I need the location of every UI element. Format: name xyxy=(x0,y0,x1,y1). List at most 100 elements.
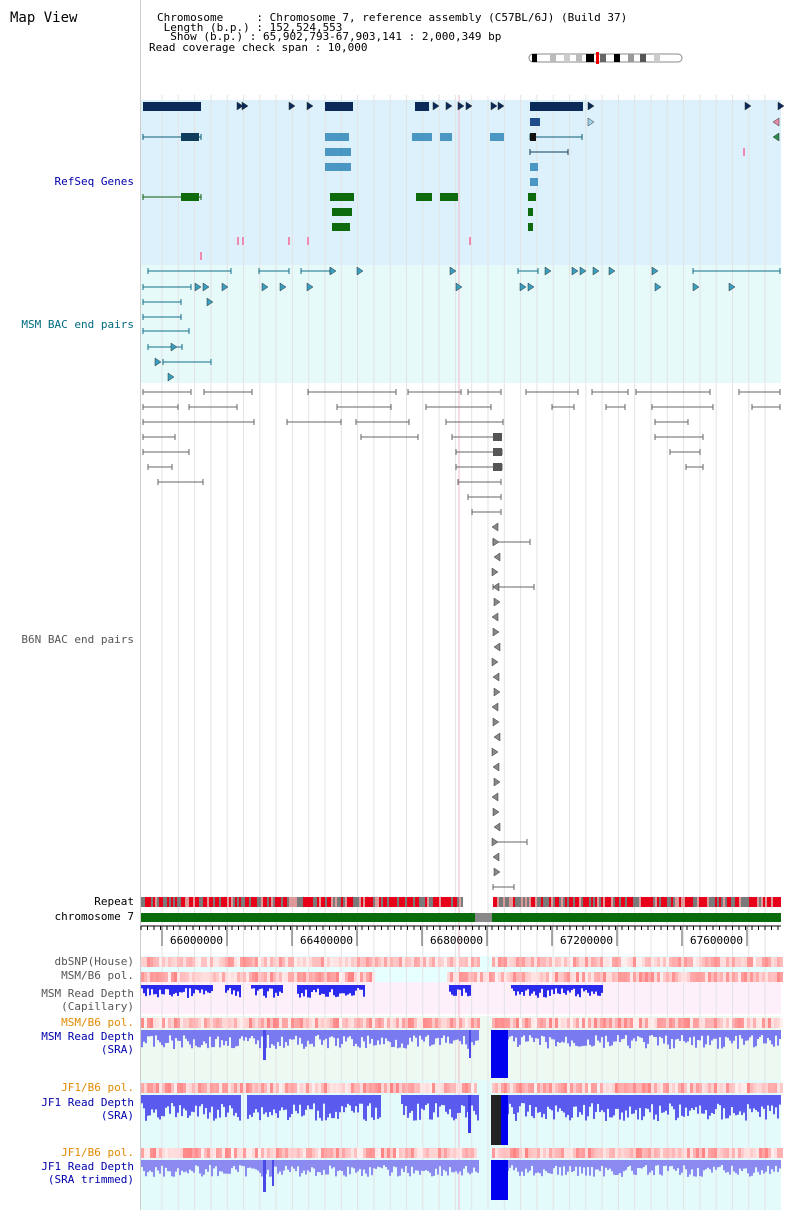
polymorphism-cell xyxy=(471,1148,474,1158)
jf1-depth-sra-label-2[interactable]: (SRA) xyxy=(100,1109,134,1122)
read-depth-bar xyxy=(591,985,593,992)
polymorphism-cell xyxy=(210,1148,213,1158)
polymorphism-cell xyxy=(651,957,654,967)
jf1-depth-sra-label-1[interactable]: JF1 Read Depth xyxy=(41,1096,134,1109)
polymorphism-cell xyxy=(732,1148,735,1158)
read-depth-bar xyxy=(163,1030,165,1048)
polymorphism-cell xyxy=(726,1148,729,1158)
read-depth-bar xyxy=(569,1095,571,1121)
read-depth-bar xyxy=(613,1095,615,1116)
read-depth-bar xyxy=(587,1095,589,1117)
read-depth-bar xyxy=(351,1095,353,1111)
polymorphism-cell xyxy=(348,1018,351,1028)
read-depth-bar xyxy=(383,1160,385,1166)
read-depth-bar xyxy=(589,1095,591,1107)
polymorphism-cell xyxy=(711,972,714,982)
read-depth-bar xyxy=(461,985,463,996)
repeat-track-label[interactable]: Repeat xyxy=(94,895,134,908)
read-depth-bar xyxy=(459,1160,461,1172)
read-depth-bar xyxy=(763,1160,765,1174)
polymorphism-cell xyxy=(597,957,600,967)
polymorphism-cell xyxy=(726,1018,729,1028)
read-depth-bar xyxy=(653,1030,655,1037)
polymorphism-cell xyxy=(600,1018,603,1028)
polymorphism-cell xyxy=(186,972,189,982)
polymorphism-cell xyxy=(399,957,402,967)
polymorphism-cell xyxy=(360,957,363,967)
msm-b6-pol-label-1[interactable]: MSM/B6 pol. xyxy=(61,969,134,982)
jf1-b6-pol-label-1[interactable]: JF1/B6 pol. xyxy=(61,1081,134,1094)
gene-block xyxy=(528,208,533,216)
polymorphism-cell xyxy=(723,1083,726,1093)
read-depth-bar xyxy=(767,1030,769,1039)
polymorphism-cell xyxy=(579,1148,582,1158)
chromosome-ideogram[interactable] xyxy=(528,51,684,65)
polymorphism-cell xyxy=(669,1148,672,1158)
read-depth-bar xyxy=(565,1095,567,1118)
polymorphism-cell xyxy=(243,972,246,982)
read-depth-bar xyxy=(575,1030,577,1046)
repeat-segment xyxy=(309,897,311,907)
refseq-track-label[interactable]: RefSeq Genes xyxy=(54,175,134,188)
polymorphism-cell xyxy=(720,972,723,982)
repeat-segment xyxy=(331,897,333,907)
repeat-segment xyxy=(571,897,573,907)
repeat-segment xyxy=(307,897,309,907)
polymorphism-cell xyxy=(423,1148,426,1158)
read-depth-bar xyxy=(683,1160,685,1166)
b6n-bac-track-label[interactable]: B6N BAC end pairs xyxy=(21,633,134,646)
polymorphism-cell xyxy=(426,1018,429,1028)
polymorphism-cell xyxy=(177,1083,180,1093)
repeat-segment xyxy=(647,897,649,907)
repeat-segment xyxy=(777,897,779,907)
repeat-segment xyxy=(317,897,319,907)
polymorphism-cell xyxy=(447,1018,450,1028)
polymorphism-cell xyxy=(297,957,300,967)
read-depth-bar xyxy=(365,1030,367,1048)
polymorphism-cell xyxy=(627,972,630,982)
gene-strand-arrow xyxy=(241,101,249,111)
polymorphism-cell xyxy=(765,972,768,982)
msm-depth-capillary-label-2[interactable]: (Capillary) xyxy=(61,1000,134,1013)
polymorphism-cell xyxy=(198,1018,201,1028)
repeat-segment xyxy=(685,897,687,907)
bac-end-block xyxy=(493,463,502,471)
read-depth-bar xyxy=(689,1095,691,1111)
read-depth-bar xyxy=(563,1030,565,1043)
polymorphism-cell xyxy=(318,972,321,982)
polymorphism-cell xyxy=(402,1083,405,1093)
polymorphism-cell xyxy=(564,1148,567,1158)
chromosome-track-label[interactable]: chromosome 7 xyxy=(54,910,134,923)
polymorphism-cell xyxy=(750,957,753,967)
read-depth-bar xyxy=(559,1095,561,1109)
read-depth-bar xyxy=(435,1030,437,1039)
read-depth-bar xyxy=(729,1030,731,1041)
polymorphism-cell xyxy=(381,957,384,967)
read-depth-bar xyxy=(597,1095,599,1104)
dbsnp-track-label[interactable]: dbSNP(House) xyxy=(54,955,134,968)
polymorphism-cell xyxy=(702,1018,705,1028)
jf1-depth-trim-label-2[interactable]: (SRA trimmed) xyxy=(47,1173,134,1186)
read-depth-bar xyxy=(595,1095,597,1112)
msm-depth-sra-label-1[interactable]: MSM Read Depth xyxy=(41,1030,134,1043)
polymorphism-cell xyxy=(357,972,360,982)
bac-end-arrow xyxy=(194,282,202,292)
read-depth-bar xyxy=(539,1095,541,1113)
msm-depth-sra-label-2[interactable]: (SRA) xyxy=(100,1043,134,1056)
polymorphism-cell xyxy=(579,972,582,982)
read-depth-bar xyxy=(733,1095,735,1114)
read-depth-bar xyxy=(269,1095,271,1112)
polymorphism-cell xyxy=(267,957,270,967)
read-depth-bar xyxy=(427,1160,429,1171)
repeat-segment xyxy=(545,897,547,907)
msm-depth-capillary-label-1[interactable]: MSM Read Depth xyxy=(41,987,134,1000)
repeat-segment xyxy=(641,897,643,907)
msm-bac-track-label[interactable]: MSM BAC end pairs xyxy=(21,318,134,331)
map-view-title: Map View xyxy=(10,10,78,26)
jf1-b6-pol-label-2[interactable]: JF1/B6 pol. xyxy=(61,1146,134,1159)
read-depth-bar xyxy=(347,1095,349,1104)
msm-b6-pol-label-2[interactable]: MSM/B6 pol. xyxy=(61,1016,134,1029)
read-depth-bar xyxy=(455,1030,457,1040)
jf1-depth-trim-label-1[interactable]: JF1 Read Depth xyxy=(41,1160,134,1173)
